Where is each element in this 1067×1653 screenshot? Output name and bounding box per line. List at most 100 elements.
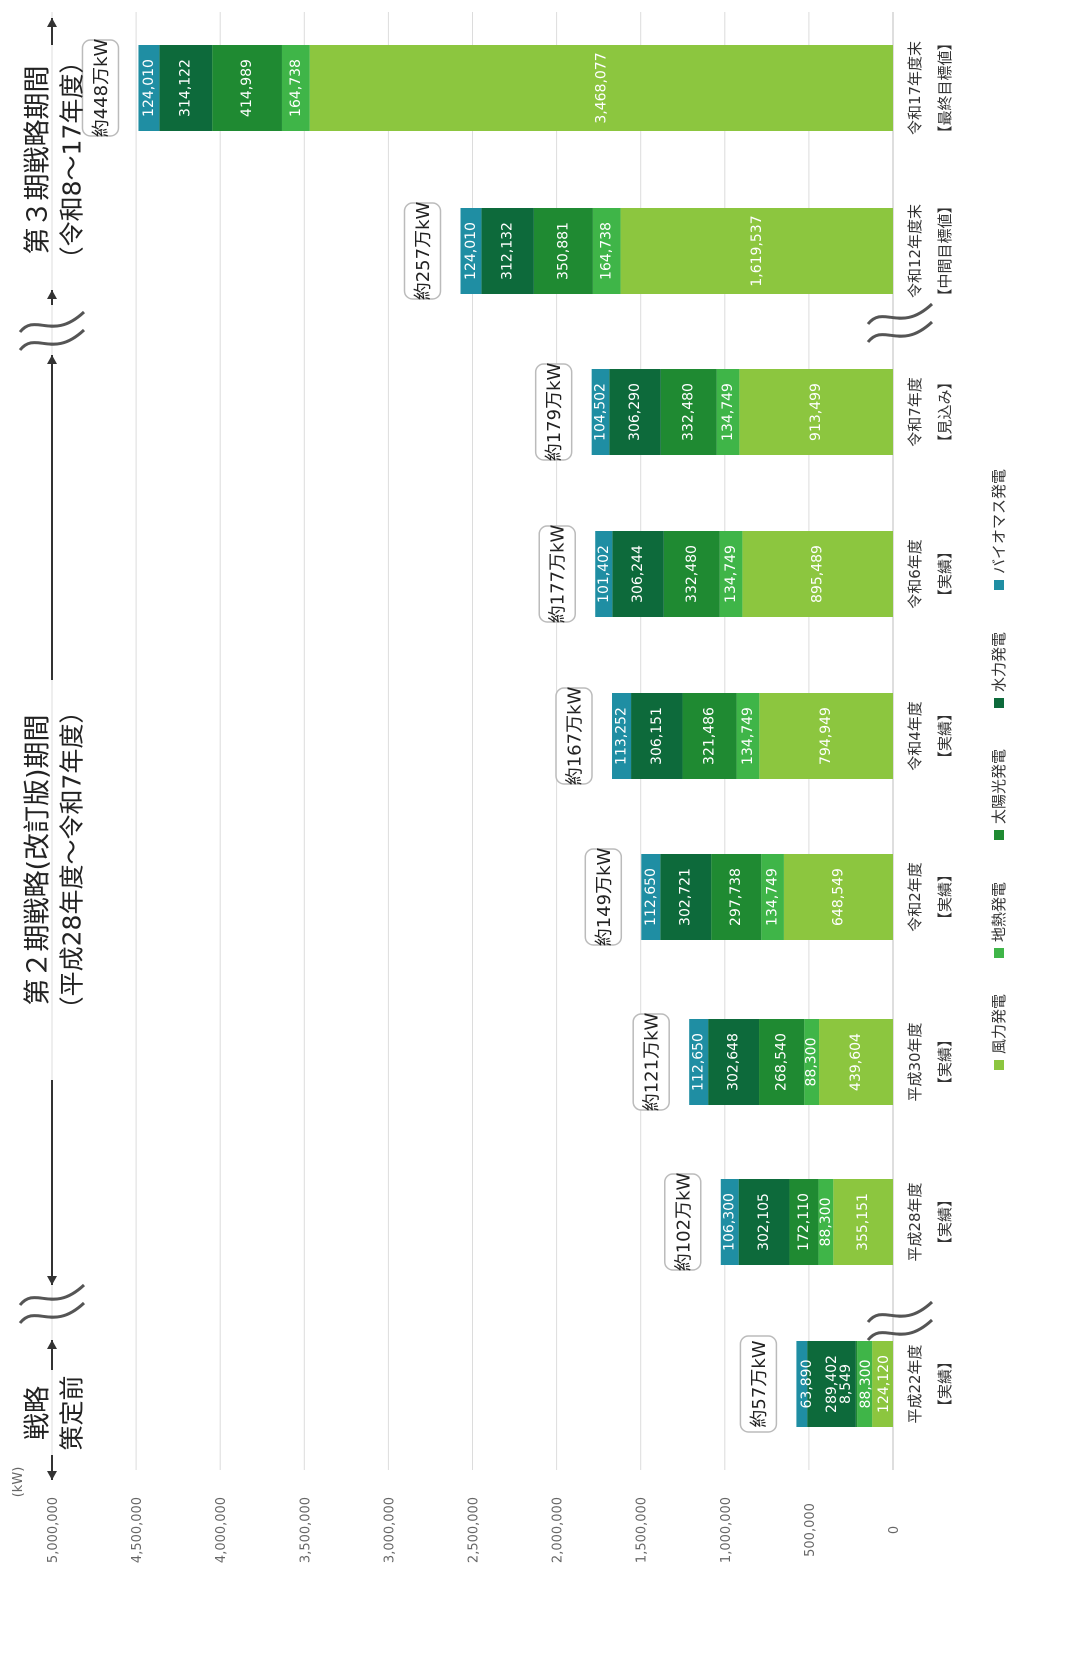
total-label: 約102万kW	[673, 1173, 694, 1272]
total-callout-box	[538, 525, 576, 623]
bar-segment	[819, 1019, 893, 1105]
category-label: 令和7年度 【見込み】	[906, 374, 954, 449]
total-label: 約167万kW	[565, 687, 586, 786]
x-axis-tick-labels: 0 500,000 1,000,000 1,500,000 2,000,000 2,500…	[46, 1497, 902, 1563]
category-sub: 【実績】	[936, 1192, 954, 1252]
bar-segment	[309, 45, 893, 131]
period-header: 第２期戦略(改訂版)期間 （平成28年度～令和7年度）	[23, 699, 87, 1022]
bar-segment	[609, 369, 661, 455]
bar-value-label: 8,549	[838, 1364, 854, 1404]
total-callout: 約102万kW	[664, 1173, 702, 1272]
bar-value-label: 164,738	[599, 222, 615, 280]
bar-value-label: 88,300	[858, 1360, 874, 1409]
tick-label: 0	[887, 1526, 902, 1534]
category-name: 令和6年度	[906, 539, 924, 609]
category-sub: 【実績】	[936, 867, 954, 927]
period-arrows	[47, 18, 57, 1480]
total-callout-box	[664, 1173, 702, 1271]
bar-value-label: 895,489	[810, 545, 826, 603]
legend-swatch	[994, 698, 1004, 708]
bar-value-label: 112,650	[691, 1033, 707, 1091]
period-title: 戦略	[23, 1386, 54, 1440]
bar-value-label: 172,110	[796, 1193, 812, 1251]
bar-value-label: 104,502	[592, 383, 608, 441]
legend-swatch	[994, 580, 1004, 590]
bar-value-label: 302,105	[756, 1193, 772, 1251]
bar-segment	[281, 45, 310, 131]
bar-segment	[689, 1019, 709, 1105]
bar-segment	[138, 45, 160, 131]
period-header: 戦略 策定前	[23, 1375, 87, 1450]
category-sub: 【最終目標値】	[936, 35, 954, 140]
bar-value-label: 268,540	[774, 1033, 790, 1091]
tick-label: 1,000,000	[719, 1497, 734, 1563]
bar-segment	[818, 1179, 834, 1265]
category-sub: 【実績】	[936, 544, 954, 604]
bar-value-label: 3,468,077	[593, 52, 609, 123]
bar-value-label: 88,300	[804, 1038, 820, 1087]
bar-segment	[708, 1019, 760, 1105]
bar-value-label: 355,151	[855, 1193, 871, 1251]
period-arrowhead	[47, 1340, 57, 1349]
total-label: 約177万kW	[548, 525, 569, 624]
bar-segment	[595, 531, 613, 617]
category-name: 令和2年度	[906, 862, 924, 932]
category-sub: 【見込み】	[936, 374, 954, 449]
bar-value-label: 312,132	[500, 222, 516, 280]
total-callout: 約149万kW	[584, 848, 623, 947]
period-title: 第２期戦略(改訂版)期間	[23, 714, 54, 1005]
bar-segment	[719, 531, 743, 617]
bar-segment	[872, 1341, 893, 1427]
tick-label: 4,000,000	[214, 1497, 229, 1563]
bar-segment	[857, 1341, 873, 1427]
bar-segment	[612, 693, 632, 779]
bar-value-label: 112,650	[643, 868, 659, 926]
tick-label: 2,000,000	[551, 1497, 566, 1563]
legend: 風力発電 地熱発電 太陽光発電 水力発電 バイオマス発電	[990, 469, 1008, 1070]
bar-segment	[833, 1179, 893, 1265]
category-name: 令和7年度	[906, 377, 924, 447]
legend-swatch	[994, 948, 1004, 958]
axis-break-icon	[866, 302, 934, 344]
bar-segment	[759, 693, 893, 779]
bar-value-label: 289,402	[824, 1355, 840, 1413]
category-name: 平成28年度	[906, 1182, 924, 1261]
period-arrowhead	[47, 18, 57, 27]
bar-segment	[660, 854, 712, 940]
tick-label: 1,500,000	[635, 1497, 650, 1563]
tick-label: 3,500,000	[298, 1497, 313, 1563]
axis-break-icon	[866, 1300, 934, 1342]
break-wave	[18, 1301, 86, 1325]
total-label: 約257万kW	[413, 202, 434, 301]
total-callout-box	[632, 1013, 670, 1111]
total-callout: 約57万kW	[739, 1335, 778, 1433]
bar-segment	[783, 854, 893, 940]
legend-label: バイオマス発電	[990, 469, 1008, 574]
bar-value-label: 1,619,537	[749, 215, 765, 286]
bar-value-label: 332,480	[681, 383, 697, 441]
bar-segment	[711, 854, 762, 940]
bar-segment	[789, 1179, 819, 1265]
total-callout-box	[739, 1335, 778, 1433]
total-label: 約121万kW	[642, 1013, 663, 1112]
total-label: 約149万kW	[594, 848, 615, 947]
tick-label: 5,000,000	[46, 1497, 61, 1563]
bar-value-label: 134,749	[723, 545, 739, 603]
legend-label: 地熱発電	[990, 882, 1008, 942]
bar-value-label: 124,120	[876, 1355, 892, 1413]
bar-value-label: 321,486	[702, 707, 718, 765]
bar-segment	[855, 1341, 858, 1427]
bar-value-label: 306,244	[630, 545, 646, 603]
category-sub: 【実績】	[936, 1354, 954, 1414]
legend-label: 水力発電	[990, 632, 1008, 692]
category-name: 平成22年度	[906, 1344, 924, 1423]
total-callout: 約179万kW	[534, 363, 573, 461]
bar-value-label: 302,648	[726, 1033, 742, 1091]
bar-value-label: 306,290	[627, 383, 643, 441]
break-wave	[18, 328, 86, 352]
legend-swatch	[994, 830, 1004, 840]
bar-segment	[612, 531, 664, 617]
bar-value-label: 913,499	[808, 383, 824, 441]
bar-segment	[159, 45, 213, 131]
